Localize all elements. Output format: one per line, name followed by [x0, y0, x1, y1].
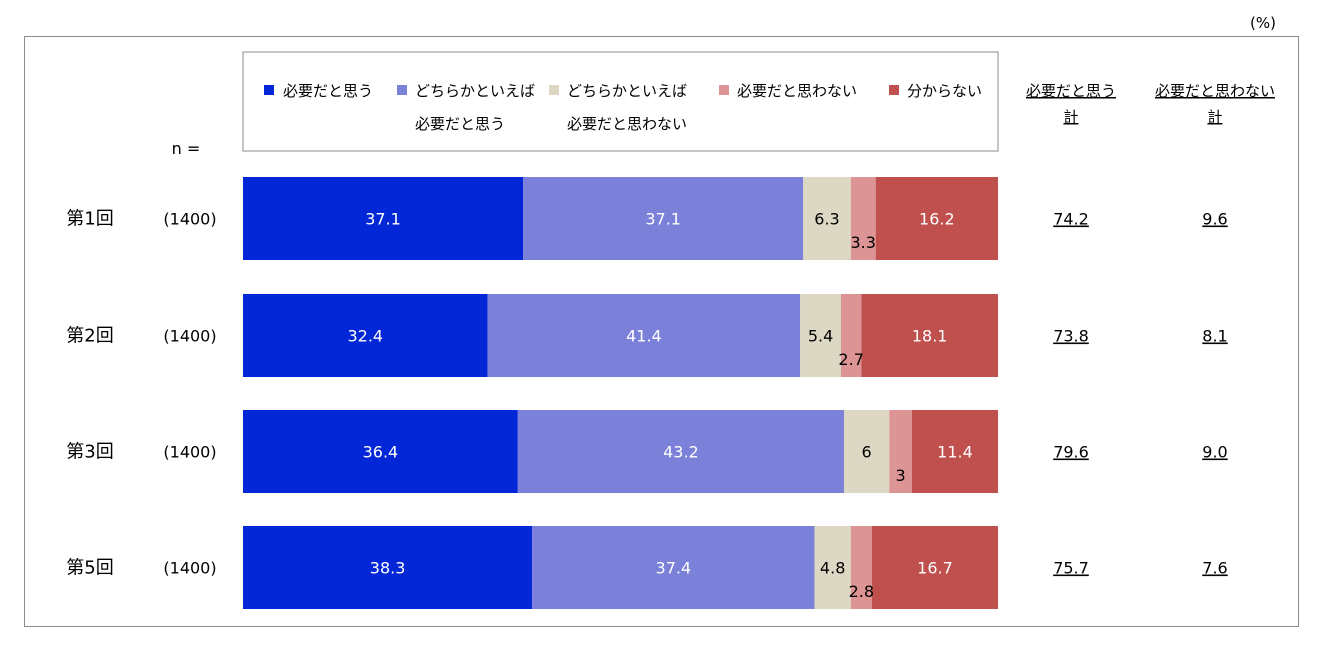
totals-header: 必要だと思う	[1026, 82, 1116, 100]
data-label: 16.7	[917, 559, 953, 578]
bar-segment	[487, 294, 801, 377]
unit-label: (%)	[1250, 14, 1276, 32]
bar-segment	[243, 177, 524, 260]
total-value: 8.1	[1202, 327, 1227, 346]
bar-segment	[800, 294, 841, 377]
data-label: 41.4	[626, 327, 662, 346]
total-value: 74.2	[1053, 210, 1089, 229]
total-value: 75.7	[1053, 559, 1089, 578]
n-value: (1400)	[163, 443, 216, 462]
data-label: 2.8	[849, 582, 874, 601]
data-label: 6.3	[814, 210, 839, 229]
legend-swatch	[264, 85, 274, 95]
chart-row: 第2回 (1400) 32.4 41.4 5.4 2.7 18.1 73.8 8.1	[66, 294, 1228, 377]
legend-label: 必要だと思わない	[737, 82, 857, 100]
data-label: 38.3	[370, 559, 406, 578]
total-value: 73.8	[1053, 327, 1089, 346]
data-label: 32.4	[347, 327, 383, 346]
legend-label: 必要だと思う	[415, 115, 505, 133]
legend-swatch	[719, 85, 729, 95]
bar-segment	[850, 177, 876, 260]
bar-segment	[803, 177, 851, 260]
bar-segment	[911, 410, 998, 493]
n-value: (1400)	[163, 559, 216, 578]
data-label: 37.1	[645, 210, 681, 229]
bar-segment	[523, 177, 804, 260]
totals-header: 計	[1063, 108, 1078, 126]
n-label: n =	[172, 139, 201, 158]
legend-swatch	[889, 85, 899, 95]
chart-frame	[24, 36, 1299, 627]
bar-segment	[243, 410, 518, 493]
legend-label: 分からない	[907, 82, 982, 100]
bar-segment	[871, 526, 998, 609]
data-label: 43.2	[663, 443, 699, 462]
bar-segment	[517, 410, 844, 493]
data-label: 3	[896, 466, 906, 485]
bar-segment	[889, 410, 912, 493]
chart-row: 第1回 (1400) 37.1 37.1 6.3 3.3 16.2 74.2 9.6	[66, 177, 1228, 260]
data-label: 2.7	[838, 350, 863, 369]
category-label: 第3回	[66, 442, 113, 463]
total-value: 7.6	[1202, 559, 1227, 578]
total-value: 79.6	[1053, 443, 1089, 462]
data-label: 16.2	[919, 210, 955, 229]
legend-label: どちらかといえば	[567, 82, 687, 100]
legend-box	[242, 51, 999, 152]
totals-header: 計	[1207, 108, 1222, 126]
chart-rows: 第1回 (1400) 37.1 37.1 6.3 3.3 16.2 74.2 9.6 第2回 (14…	[66, 177, 1228, 609]
data-label: 5.4	[808, 327, 833, 346]
legend-swatch	[397, 85, 407, 95]
category-label: 第2回	[66, 326, 113, 347]
legend-label: 必要だと思わない	[567, 115, 687, 133]
bar-segment	[875, 177, 998, 260]
legend-label: 必要だと思う	[283, 82, 373, 100]
category-label: 第1回	[66, 209, 113, 230]
data-label: 18.1	[912, 327, 948, 346]
legend-swatch	[549, 85, 559, 95]
chart-row: 第5回 (1400) 38.3 37.4 4.82.8 16.7 75.7 7.6	[66, 526, 1228, 609]
bar-segment	[861, 294, 998, 377]
legend-label: どちらかといえば	[415, 82, 535, 100]
data-label: 4.8	[820, 559, 845, 578]
bar-segment	[843, 410, 890, 493]
total-value: 9.0	[1202, 443, 1227, 462]
n-value: (1400)	[163, 210, 216, 229]
data-label: 6	[862, 443, 872, 462]
data-label: 3.3	[851, 233, 876, 252]
data-label: 37.4	[656, 559, 692, 578]
bar-segment	[840, 294, 862, 377]
totals-header: 必要だと思わない	[1155, 82, 1275, 100]
n-value: (1400)	[163, 327, 216, 346]
legend: 必要だと思う どちらかといえば必要だと思うどちらかといえば必要だと思わない必要だと…	[264, 82, 982, 133]
bar-segment	[243, 294, 488, 377]
bar-segment	[814, 526, 851, 609]
bar-segment	[850, 526, 872, 609]
data-label: 37.1	[365, 210, 401, 229]
total-value: 9.6	[1202, 210, 1227, 229]
data-label: 36.4	[363, 443, 399, 462]
chart-row: 第3回 (1400) 36.4 43.2 6 3 11.4 79.6 9.0	[66, 410, 1228, 493]
data-label: 11.4	[937, 443, 973, 462]
bar-segment	[532, 526, 815, 609]
bar-segment	[243, 526, 533, 609]
category-label: 第5回	[66, 558, 113, 579]
